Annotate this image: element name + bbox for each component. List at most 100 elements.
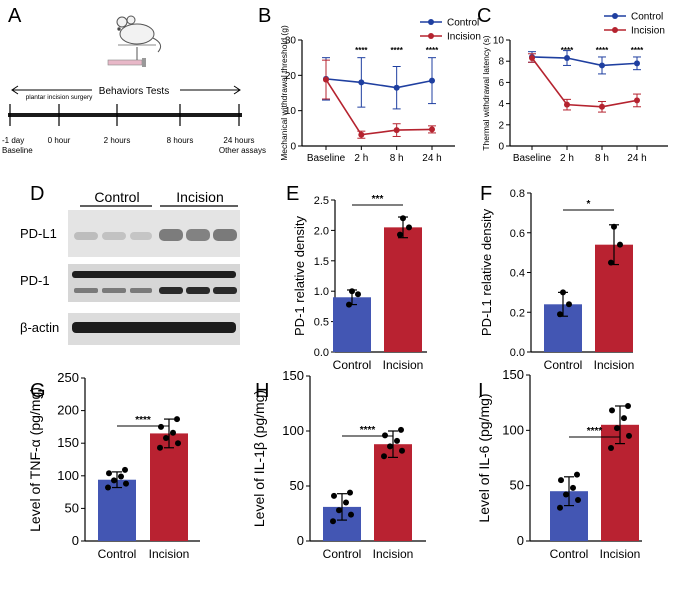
data-point [429, 77, 435, 84]
timeline-label-24h: 24 hours [223, 136, 254, 145]
panel-letter-f: F [480, 183, 492, 205]
y-tick-label: 0.6 [510, 228, 525, 240]
timeline-label-baseline-1: -1 day [2, 136, 24, 145]
data-point [174, 416, 180, 423]
data-point [336, 507, 342, 514]
y-tick-label: 100 [57, 468, 79, 483]
y-tick-label: 0 [297, 533, 304, 548]
significance-label: **** [426, 46, 439, 55]
y-tick-label: 50 [510, 478, 524, 493]
y-tick-label: 1.0 [314, 286, 329, 298]
data-point [558, 477, 564, 484]
x-tick-label: Incision [600, 547, 641, 561]
y-axis-label: Level of IL-1β (pg/mg) [251, 390, 267, 527]
x-tick-label: Baseline [307, 153, 346, 164]
y-tick-label: 2.5 [314, 195, 329, 207]
x-tick-label: Control [544, 358, 583, 372]
y-tick-label: 0 [290, 142, 296, 153]
data-point [621, 415, 627, 422]
series-line-incision [531, 57, 638, 108]
data-point [170, 429, 176, 436]
mouse-icon [116, 15, 162, 53]
y-tick-label: 8 [498, 57, 504, 68]
blot-band [102, 232, 126, 240]
data-point [400, 215, 406, 222]
data-point [599, 103, 605, 110]
y-tick-label: 100 [502, 422, 524, 437]
panel-e-pd1-chart: 0.0 0.5 1.0 1.5 2.0 2.5 PD-1 relative density C… [292, 194, 427, 372]
y-tick-label: 100 [282, 423, 304, 438]
blot-band [159, 287, 183, 294]
data-point [398, 426, 404, 433]
y-tick-label: 2 [498, 120, 504, 131]
data-point [609, 407, 615, 414]
data-point [355, 291, 361, 298]
data-point [175, 440, 181, 447]
blot-panel-pd1 [68, 264, 240, 302]
data-point [343, 499, 349, 506]
y-tick-label: 20 [285, 71, 297, 82]
timeline-label-8h: 8 hours [167, 136, 194, 145]
panel-letter-a: A [8, 5, 22, 27]
blot-band [102, 288, 126, 293]
blot-band [74, 232, 98, 240]
data-point [346, 301, 352, 308]
blot-band [186, 229, 210, 241]
x-tick-label: 24 h [422, 153, 441, 164]
data-point [406, 224, 412, 231]
data-point [399, 447, 405, 454]
y-tick-label: 250 [57, 370, 79, 385]
blot-group-incision: Incision [176, 189, 223, 205]
behaviors-tests-label: Behaviors Tests [99, 86, 169, 97]
y-axis-label: Level of TNF-α (pg/mg) [27, 387, 43, 532]
data-point [611, 223, 617, 230]
x-tick-label: Control [550, 547, 589, 561]
blot-band [159, 229, 183, 241]
y-tick-label: 6 [498, 78, 504, 89]
panel-letter-c: C [477, 5, 491, 27]
significance-label: * [587, 199, 591, 210]
x-tick-label: Incision [149, 547, 190, 561]
data-point [358, 79, 365, 86]
y-tick-label: 0.4 [510, 268, 525, 280]
x-tick-label: 8 h [390, 153, 404, 164]
significance-label: **** [587, 426, 603, 437]
legend-label: Control [631, 12, 663, 23]
y-tick-label: 0 [72, 533, 79, 548]
panel-letter-d: D [30, 183, 44, 205]
panel-i-il6-chart: 0 50 100 150 Level of IL-6 (pg/mg) Control Inc… [476, 367, 642, 561]
data-point [387, 443, 393, 450]
data-point [429, 126, 435, 133]
data-point [625, 402, 631, 409]
data-point [634, 97, 640, 104]
blot-band [213, 229, 237, 241]
series-line-control [325, 78, 433, 89]
panel-letter-h: H [255, 380, 269, 402]
data-point [123, 480, 129, 487]
significance-label: **** [631, 46, 644, 55]
von-frey-filament-icon [107, 47, 146, 67]
data-point [575, 497, 581, 504]
bar-incision [374, 444, 412, 541]
x-tick-label: Control [323, 547, 362, 561]
y-tick-label: 0.5 [314, 317, 329, 329]
legend-label: Incision [447, 32, 481, 43]
panel-letter-g: G [30, 380, 46, 402]
bar-control [98, 479, 136, 541]
blot-band [130, 288, 152, 293]
data-point [111, 477, 117, 484]
x-tick-label: Control [333, 358, 372, 372]
data-point [331, 492, 337, 499]
timeline-label-baseline-2: Baseline [2, 146, 33, 155]
y-tick-label: 0.0 [314, 347, 329, 359]
x-tick-label: Incision [594, 358, 635, 372]
legend-marker [428, 19, 434, 25]
panel-h-il1b-chart: 0 50 100 150 Level of IL-1β (pg/mg) Control In… [251, 368, 426, 561]
blot-row-label-pd1: PD-1 [20, 273, 50, 288]
data-point [323, 76, 329, 83]
x-tick-label: Control [98, 547, 137, 561]
panel-letter-i: I [478, 380, 484, 402]
blot-band [74, 288, 98, 293]
x-tick-label: 2 h [354, 153, 368, 164]
data-point [563, 491, 569, 498]
